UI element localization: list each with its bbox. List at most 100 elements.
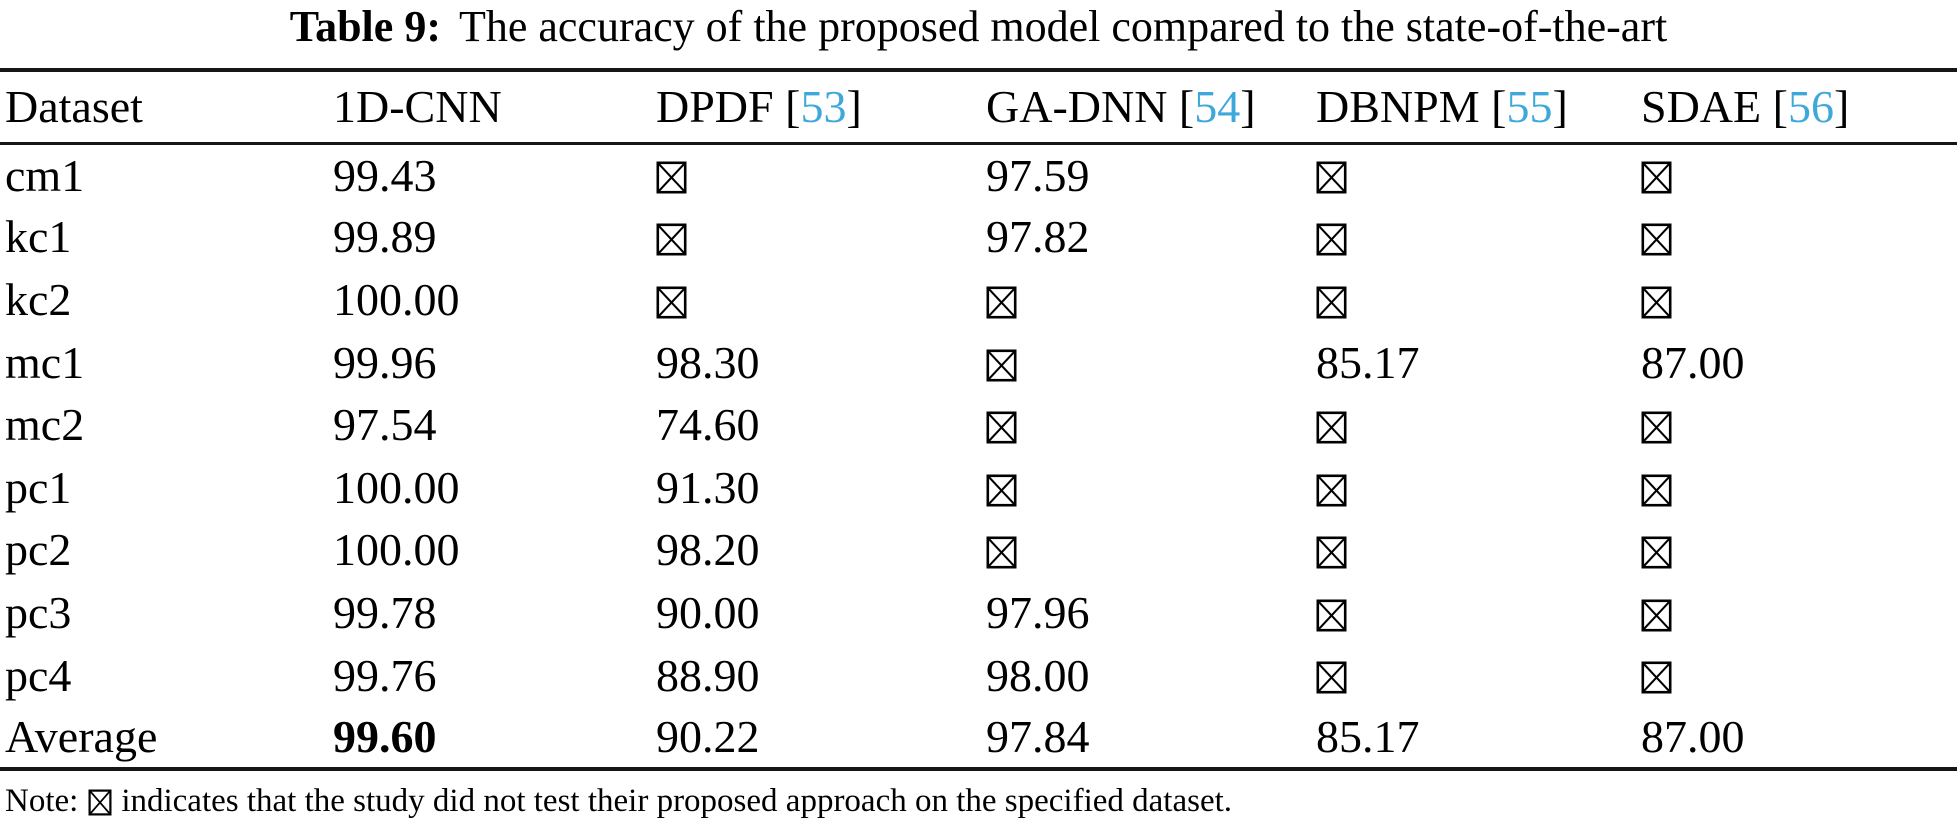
column-header-label: DPDF bbox=[656, 81, 774, 133]
not-tested-cell bbox=[1316, 644, 1641, 707]
accuracy-cell: 88.90 bbox=[656, 649, 760, 701]
accuracy-cell: 98.30 bbox=[656, 336, 760, 388]
not-tested-icon bbox=[1641, 599, 1672, 632]
dataset-cell: pc2 bbox=[5, 524, 72, 576]
not-tested-cell bbox=[656, 206, 986, 269]
not-tested-icon bbox=[986, 536, 1017, 569]
not-tested-cell bbox=[656, 268, 986, 331]
citation-ref[interactable]: [54] bbox=[1167, 81, 1256, 133]
accuracy-cell: 87.00 bbox=[1641, 336, 1745, 388]
table-caption: Table 9: The accuracy of the proposed mod… bbox=[0, 2, 1957, 52]
note-prefix: Note: bbox=[5, 783, 79, 819]
column-header-dataset: Dataset bbox=[0, 70, 333, 143]
dataset-cell: kc2 bbox=[5, 273, 72, 325]
accuracy-cell: 99.60 bbox=[333, 711, 437, 763]
table-row-pc4: pc4 99.76 88.90 98.00 bbox=[0, 644, 1957, 707]
accuracy-cell: 74.60 bbox=[656, 399, 760, 451]
not-tested-icon bbox=[1316, 536, 1347, 569]
not-tested-cell bbox=[1641, 206, 1957, 269]
table-row-cm1: cm1 99.43 97.59 bbox=[0, 143, 1957, 206]
not-tested-icon bbox=[1316, 661, 1347, 694]
accuracy-cell: 85.17 bbox=[1316, 336, 1420, 388]
not-tested-cell bbox=[986, 519, 1316, 582]
not-tested-cell bbox=[1316, 393, 1641, 456]
not-tested-cell bbox=[986, 456, 1316, 519]
dataset-cell: pc3 bbox=[5, 586, 72, 638]
accuracy-cell: 99.96 bbox=[333, 336, 437, 388]
not-tested-cell bbox=[1641, 143, 1957, 206]
not-tested-icon bbox=[1316, 161, 1347, 194]
not-tested-cell bbox=[1316, 519, 1641, 582]
column-header-label: Dataset bbox=[5, 81, 143, 133]
not-tested-icon bbox=[1641, 286, 1672, 319]
note-text: indicates that the study did not test th… bbox=[121, 783, 1233, 819]
column-header-dpdf: DPDF [53] bbox=[656, 70, 986, 143]
table-row-mc2: mc2 97.54 74.60 bbox=[0, 393, 1957, 456]
table-header-row: Dataset 1D-CNN DPDF [53] GA-DNN [54] DBNPM [… bbox=[0, 70, 1957, 143]
dataset-cell: Average bbox=[5, 711, 158, 763]
not-tested-cell bbox=[1641, 456, 1957, 519]
column-header-label: SDAE bbox=[1641, 81, 1762, 133]
not-tested-icon bbox=[88, 789, 112, 816]
not-tested-cell bbox=[986, 268, 1316, 331]
column-header-dbnpm: DBNPM [55] bbox=[1316, 70, 1641, 143]
table-note: Note: indicates that the study did not te… bbox=[5, 780, 1232, 822]
citation-ref-number[interactable]: 53 bbox=[800, 81, 847, 133]
not-tested-icon bbox=[1641, 161, 1672, 194]
accuracy-cell: 98.20 bbox=[656, 524, 760, 576]
not-tested-icon bbox=[986, 286, 1017, 319]
not-tested-cell bbox=[1641, 268, 1957, 331]
accuracy-cell: 99.78 bbox=[333, 586, 437, 638]
not-tested-icon bbox=[986, 349, 1017, 382]
citation-ref-number[interactable]: 54 bbox=[1194, 81, 1241, 133]
accuracy-cell: 97.84 bbox=[986, 711, 1090, 763]
not-tested-cell bbox=[986, 331, 1316, 394]
not-tested-cell bbox=[1641, 581, 1957, 644]
not-tested-icon bbox=[986, 411, 1017, 444]
table-caption-label: Table 9: bbox=[289, 2, 441, 51]
table-row-kc1: kc1 99.89 97.82 bbox=[0, 206, 1957, 269]
dataset-cell: cm1 bbox=[5, 149, 85, 201]
citation-ref[interactable]: [56] bbox=[1761, 81, 1850, 133]
accuracy-cell: 97.54 bbox=[333, 399, 437, 451]
not-tested-icon bbox=[1316, 286, 1347, 319]
citation-ref-number[interactable]: 56 bbox=[1787, 81, 1834, 133]
table-row-mc1: mc1 99.96 98.30 85.17 87.00 bbox=[0, 331, 1957, 394]
not-tested-icon bbox=[1316, 599, 1347, 632]
not-tested-icon bbox=[656, 223, 687, 256]
accuracy-cell: 97.59 bbox=[986, 149, 1090, 201]
accuracy-cell: 97.96 bbox=[986, 586, 1090, 638]
dataset-cell: kc1 bbox=[5, 211, 72, 263]
table-body: cm1 99.43 97.59 kc1 99.89 97.82 kc2 100.00 mc1 99… bbox=[0, 143, 1957, 769]
citation-ref[interactable]: [53] bbox=[773, 81, 862, 133]
not-tested-cell bbox=[1316, 581, 1641, 644]
accuracy-cell: 99.89 bbox=[333, 211, 437, 263]
table-row-average: Average 99.60 90.22 97.84 85.17 87.00 bbox=[0, 706, 1957, 769]
not-tested-cell bbox=[1641, 644, 1957, 707]
not-tested-cell bbox=[1316, 268, 1641, 331]
column-header-label: GA-DNN bbox=[986, 81, 1168, 133]
accuracy-cell: 100.00 bbox=[333, 524, 460, 576]
not-tested-cell bbox=[1316, 456, 1641, 519]
dataset-cell: mc2 bbox=[5, 399, 85, 451]
not-tested-icon bbox=[1316, 223, 1347, 256]
accuracy-cell: 87.00 bbox=[1641, 711, 1745, 763]
column-header-sdae: SDAE [56] bbox=[1641, 70, 1957, 143]
not-tested-icon bbox=[986, 474, 1017, 507]
dataset-cell: mc1 bbox=[5, 336, 85, 388]
table-row-pc3: pc3 99.78 90.00 97.96 bbox=[0, 581, 1957, 644]
not-tested-cell bbox=[986, 393, 1316, 456]
not-tested-icon bbox=[1641, 223, 1672, 256]
citation-ref[interactable]: [55] bbox=[1479, 81, 1568, 133]
table-row-kc2: kc2 100.00 bbox=[0, 268, 1957, 331]
accuracy-cell: 91.30 bbox=[656, 461, 760, 513]
dataset-cell: pc4 bbox=[5, 649, 72, 701]
dataset-cell: pc1 bbox=[5, 461, 72, 513]
not-tested-cell bbox=[1316, 143, 1641, 206]
accuracy-cell: 100.00 bbox=[333, 461, 460, 513]
citation-ref-number[interactable]: 55 bbox=[1506, 81, 1553, 133]
column-header-label: 1D-CNN bbox=[333, 81, 502, 133]
not-tested-icon bbox=[1316, 411, 1347, 444]
not-tested-icon bbox=[1641, 661, 1672, 694]
